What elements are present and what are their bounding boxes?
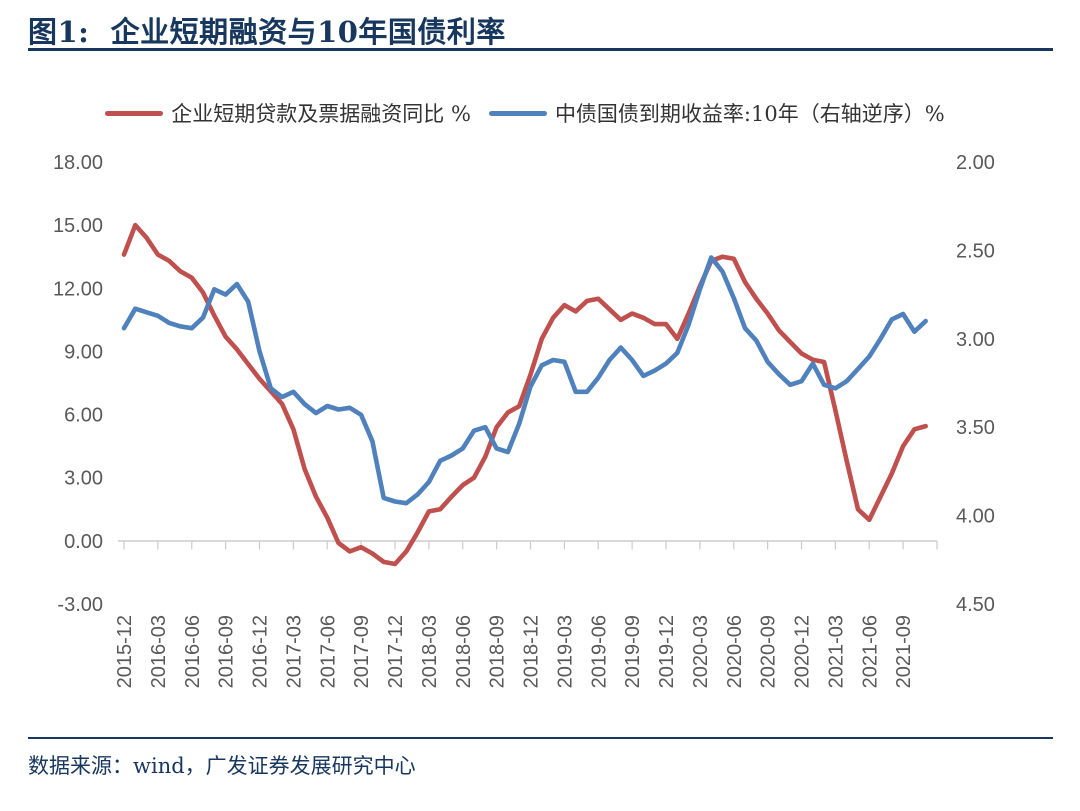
- x-axis-label: 2016-03: [148, 615, 170, 688]
- series-line-bond-yield: [121, 255, 929, 506]
- x-axis-label: 2021-06: [859, 615, 881, 688]
- x-axis-label: 2016-06: [182, 615, 204, 688]
- x-axis-label: 2017-09: [351, 615, 373, 688]
- y-axis-left-label: 6.00: [64, 405, 103, 427]
- y-axis-right-label: 3.00: [956, 329, 995, 351]
- legend-item-bond-yield: 中债国债到期收益率:10年（右轴逆序）%: [488, 98, 945, 128]
- legend-label-short-term-financing: 企业短期贷款及票据融资同比 %: [171, 102, 471, 126]
- y-axis-left-label: -3.00: [57, 594, 103, 616]
- title-divider-rule: [28, 48, 1053, 51]
- legend-label-bond-yield: 中债国债到期收益率:10年（右轴逆序）%: [554, 102, 945, 126]
- y-axis-left-label: 9.00: [64, 341, 103, 363]
- blue-line-swatch-icon: [488, 110, 547, 116]
- red-line-swatch-icon: [105, 110, 164, 116]
- legend-item-short-term-financing: 企业短期贷款及票据融资同比 %: [105, 98, 471, 128]
- y-axis-right-label: 4.50: [956, 594, 995, 616]
- x-axis-label: 2019-09: [622, 615, 644, 688]
- x-axis-label: 2016-12: [250, 615, 272, 688]
- x-axis-label: 2020-06: [724, 615, 746, 688]
- y-axis-right-label: 2.00: [956, 152, 995, 174]
- x-axis-label: 2018-03: [419, 615, 441, 688]
- x-axis-label: 2020-03: [690, 615, 712, 688]
- x-axis-label: 2015-12: [114, 615, 136, 688]
- x-axis-label: 2021-09: [893, 615, 915, 688]
- y-axis-right-label: 4.00: [956, 506, 995, 528]
- figure-title: 图1: 企业短期融资与10年国债利率: [28, 15, 506, 49]
- y-axis-right-label: 2.50: [956, 240, 995, 262]
- x-axis-label: 2020-12: [792, 615, 814, 688]
- y-axis-left-label: 18.00: [53, 152, 103, 174]
- x-axis-label: 2019-03: [554, 615, 576, 688]
- data-source-note: 数据来源：wind，广发证券发展研究中心: [28, 754, 416, 778]
- x-axis-label: 2017-03: [283, 615, 305, 688]
- y-axis-left-label: 0.00: [64, 531, 103, 553]
- y-axis-left-label: 3.00: [64, 468, 103, 490]
- series-line-short-term-financing: [121, 222, 929, 567]
- y-axis-left-label: 15.00: [53, 215, 103, 237]
- x-axis-label: 2019-12: [656, 615, 678, 688]
- x-axis-label: 2018-09: [487, 615, 509, 688]
- chart-legend: 企业短期贷款及票据融资同比 % 中债国债到期收益率:10年（右轴逆序）%: [0, 98, 1080, 128]
- footer-divider-rule: [28, 737, 1053, 739]
- y-axis-left-label: 12.00: [53, 278, 103, 300]
- x-axis-label: 2020-09: [758, 615, 780, 688]
- y-axis-right-label: 3.50: [956, 417, 995, 439]
- x-axis-label: 2021-03: [825, 615, 847, 688]
- x-axis-label: 2016-09: [216, 615, 238, 688]
- x-axis-label: 2018-06: [453, 615, 475, 688]
- x-axis-label: 2019-06: [588, 615, 610, 688]
- x-axis-label: 2018-12: [521, 615, 543, 688]
- x-axis-label: 2017-12: [385, 615, 407, 688]
- x-axis-label: 2017-06: [317, 615, 339, 688]
